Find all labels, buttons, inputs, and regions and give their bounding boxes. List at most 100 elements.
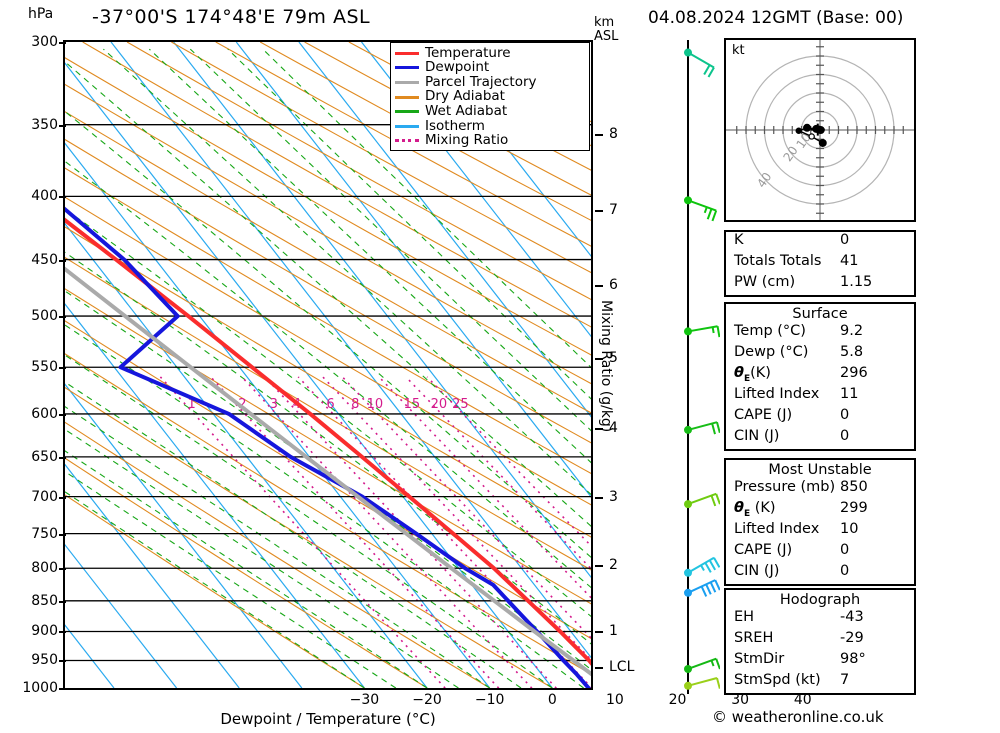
- row-value: 5.8: [840, 344, 864, 360]
- pressure-tick-label: 650: [31, 448, 58, 465]
- height-asl-label: ASL: [594, 29, 619, 44]
- pressure-tick-label: 300: [31, 34, 58, 50]
- wind-barb: [684, 657, 720, 673]
- pressure-tick: [59, 496, 66, 499]
- row-value: 7: [840, 672, 850, 688]
- height-tick-label: 8: [609, 125, 618, 142]
- legend: Temperature Dewpoint Parcel Trajectory Dry …: [390, 42, 590, 152]
- svg-text:25: 25: [452, 397, 469, 412]
- table-row: EH -43: [726, 609, 914, 630]
- pressure-tick: [59, 124, 66, 127]
- legend-item: Dewpoint: [395, 61, 585, 76]
- mixing-ratio-axis-title: Mixing Ratio (g/kg): [598, 300, 614, 433]
- surface-table: Surface Temp (°C) 9.2 Dewp (°C) 5.8 θE(K) 296 L…: [724, 302, 916, 451]
- row-value: 0: [840, 232, 850, 248]
- wind-barb: [684, 579, 720, 597]
- svg-text:20: 20: [431, 397, 448, 412]
- legend-item: Parcel Trajectory: [395, 75, 585, 90]
- table-row: Pressure (mb) 850: [726, 479, 914, 500]
- row-label: CAPE (J): [734, 407, 793, 423]
- pressure-tick: [59, 660, 66, 663]
- legend-item: Temperature: [395, 46, 585, 61]
- temperature-tick-label: 30: [731, 692, 750, 708]
- row-value: 0: [840, 428, 850, 444]
- height-tick-label: 5: [609, 349, 618, 366]
- height-tick-label: 4: [609, 420, 618, 437]
- row-label: θE (K): [734, 500, 776, 519]
- pressure-tick: [59, 413, 66, 416]
- pressure-axis: 300 350 400 450 500 550 600 650 700 750 800 850 900 9…: [10, 34, 66, 696]
- height-tick: [595, 285, 603, 288]
- height-tick-label: 2: [609, 556, 618, 573]
- pressure-tick-label: 700: [31, 488, 58, 505]
- table-row: CIN (J) 0: [726, 428, 914, 449]
- pressure-tick: [59, 196, 66, 199]
- temperature-axis: −30 −20 −10 0 10 20 30 40: [63, 692, 812, 716]
- svg-text:8: 8: [351, 397, 359, 412]
- row-value: 296: [840, 365, 868, 381]
- table-row: CAPE (J) 0: [726, 542, 914, 563]
- temperature-tick-label: −20: [412, 692, 442, 708]
- legend-swatch-icon: [395, 110, 419, 114]
- legend-label: Dry Adiabat: [425, 88, 505, 105]
- pressure-tick-label: 900: [31, 623, 58, 640]
- pressure-tick-label: 850: [31, 592, 58, 609]
- hodograph-plot: kt 10 20 40: [724, 38, 916, 222]
- row-value: 0: [840, 563, 850, 579]
- theta-e-symbol: θE: [734, 500, 751, 519]
- row-label: CIN (J): [734, 563, 780, 579]
- pressure-tick: [59, 688, 66, 690]
- legend-swatch-icon: [395, 139, 419, 143]
- row-label: SREH: [734, 630, 774, 646]
- height-tick: [595, 564, 603, 567]
- legend-label: Parcel Trajectory: [425, 73, 537, 90]
- row-value: 850: [840, 479, 868, 495]
- height-tick-label: 3: [609, 489, 618, 506]
- row-value: 98°: [840, 651, 866, 667]
- wind-barb: [684, 421, 720, 435]
- row-label: Totals Totals: [734, 253, 822, 269]
- copyright-credit: © weatheronline.co.uk: [712, 708, 884, 726]
- pressure-tick-label: 500: [31, 308, 58, 325]
- legend-item: Wet Adiabat: [395, 104, 585, 119]
- table-row: SREH -29: [726, 630, 914, 651]
- row-value: 0: [840, 407, 850, 423]
- most-unstable-table: Most Unstable Pressure (mb) 850 θE (K) 299 Li…: [724, 458, 916, 586]
- height-tick: [595, 357, 603, 360]
- row-label: Lifted Index: [734, 386, 820, 402]
- wind-barb: [684, 492, 720, 509]
- pressure-tick: [59, 456, 66, 459]
- legend-label: Isotherm: [425, 117, 485, 134]
- row-value: 11: [840, 386, 859, 402]
- row-label: CIN (J): [734, 428, 780, 444]
- pressure-tick-label: 350: [31, 116, 58, 133]
- pressure-tick: [59, 316, 66, 319]
- svg-text:1: 1: [188, 397, 196, 412]
- legend-label: Dewpoint: [425, 59, 490, 76]
- height-tick: [595, 133, 603, 136]
- page-title: -37°00'S 174°48'E 79m ASL: [92, 6, 371, 28]
- row-label: θE(K): [734, 365, 771, 384]
- lcl-label: LCL: [609, 659, 635, 676]
- height-tick: [595, 428, 603, 431]
- height-tick: [595, 497, 603, 500]
- wind-barb: [684, 196, 718, 222]
- svg-text:40: 40: [754, 170, 774, 191]
- temperature-tick-label: 40: [793, 692, 812, 708]
- wind-barb: [684, 325, 720, 338]
- indices-table: K 0 Totals Totals 41 PW (cm) 1.15: [724, 230, 916, 297]
- xaxis-title: Dewpoint / Temperature (°C): [220, 710, 436, 728]
- height-unit-label: km: [594, 15, 615, 30]
- pressure-tick-label: 400: [31, 188, 58, 205]
- legend-swatch-icon: [395, 124, 419, 128]
- row-label: CAPE (J): [734, 542, 793, 558]
- row-value: 1.15: [840, 274, 873, 290]
- pressure-tick: [59, 367, 66, 370]
- height-tick-label: 1: [609, 622, 618, 639]
- legend-item: Isotherm: [395, 119, 585, 134]
- table-row: CAPE (J) 0: [726, 407, 914, 428]
- wind-barb: [684, 677, 720, 690]
- height-tick: [595, 210, 603, 213]
- hodograph-stats-table: Hodograph EH -43 SREH -29 StmDir 98° StmSpd (kt…: [724, 588, 916, 695]
